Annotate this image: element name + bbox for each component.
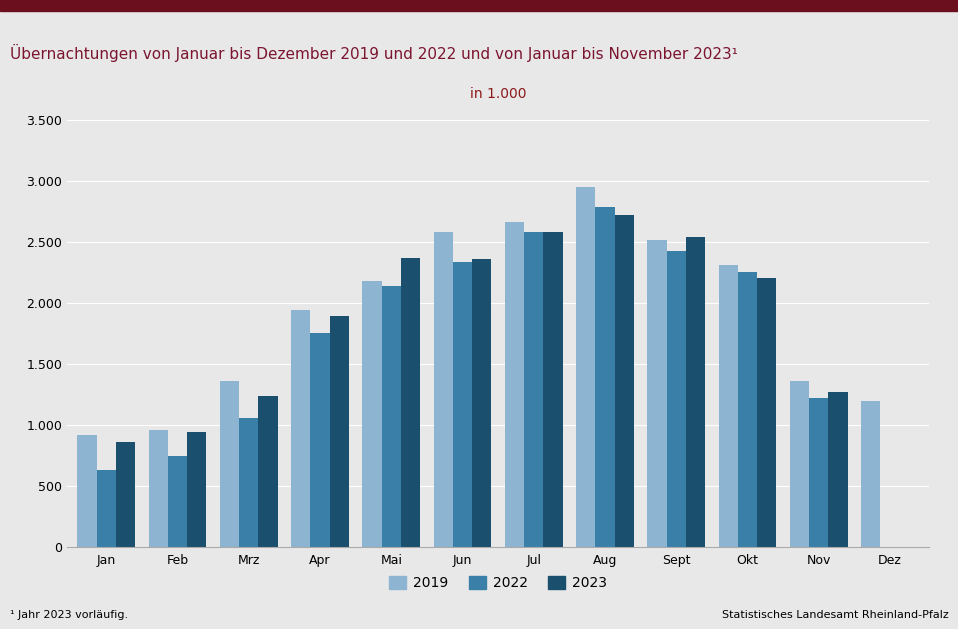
- Text: Statistisches Landesamt Rheinland-Pfalz: Statistisches Landesamt Rheinland-Pfalz: [721, 610, 948, 620]
- Bar: [97, 470, 116, 547]
- Bar: [434, 232, 453, 547]
- Bar: [310, 333, 330, 547]
- Bar: [168, 455, 187, 547]
- Bar: [810, 398, 829, 547]
- Bar: [543, 232, 562, 547]
- Text: Übernachtungen von Januar bis Dezember 2019 und 2022 und von Januar bis November: Übernachtungen von Januar bis Dezember 2…: [10, 44, 738, 62]
- Text: in 1.000: in 1.000: [470, 87, 526, 101]
- Bar: [667, 252, 686, 547]
- Bar: [381, 286, 400, 547]
- Text: ¹ Jahr 2023 vorläufig.: ¹ Jahr 2023 vorläufig.: [10, 610, 127, 620]
- Bar: [472, 259, 491, 547]
- Bar: [790, 381, 810, 547]
- Bar: [291, 310, 310, 547]
- Bar: [240, 418, 259, 547]
- Bar: [505, 222, 524, 547]
- Bar: [648, 240, 667, 547]
- Bar: [576, 187, 596, 547]
- Bar: [78, 435, 97, 547]
- Bar: [829, 392, 848, 547]
- Bar: [330, 316, 349, 547]
- Bar: [524, 232, 543, 547]
- Bar: [615, 215, 634, 547]
- Bar: [757, 279, 776, 547]
- Bar: [259, 396, 278, 547]
- Bar: [187, 432, 206, 547]
- Bar: [686, 237, 705, 547]
- Bar: [596, 208, 615, 547]
- Bar: [861, 401, 880, 547]
- Bar: [362, 281, 381, 547]
- Bar: [453, 262, 472, 547]
- Bar: [148, 430, 168, 547]
- Bar: [718, 265, 738, 547]
- Bar: [738, 272, 757, 547]
- Bar: [220, 381, 240, 547]
- Bar: [400, 258, 421, 547]
- Bar: [116, 442, 135, 547]
- Legend: 2019, 2022, 2023: 2019, 2022, 2023: [384, 571, 612, 596]
